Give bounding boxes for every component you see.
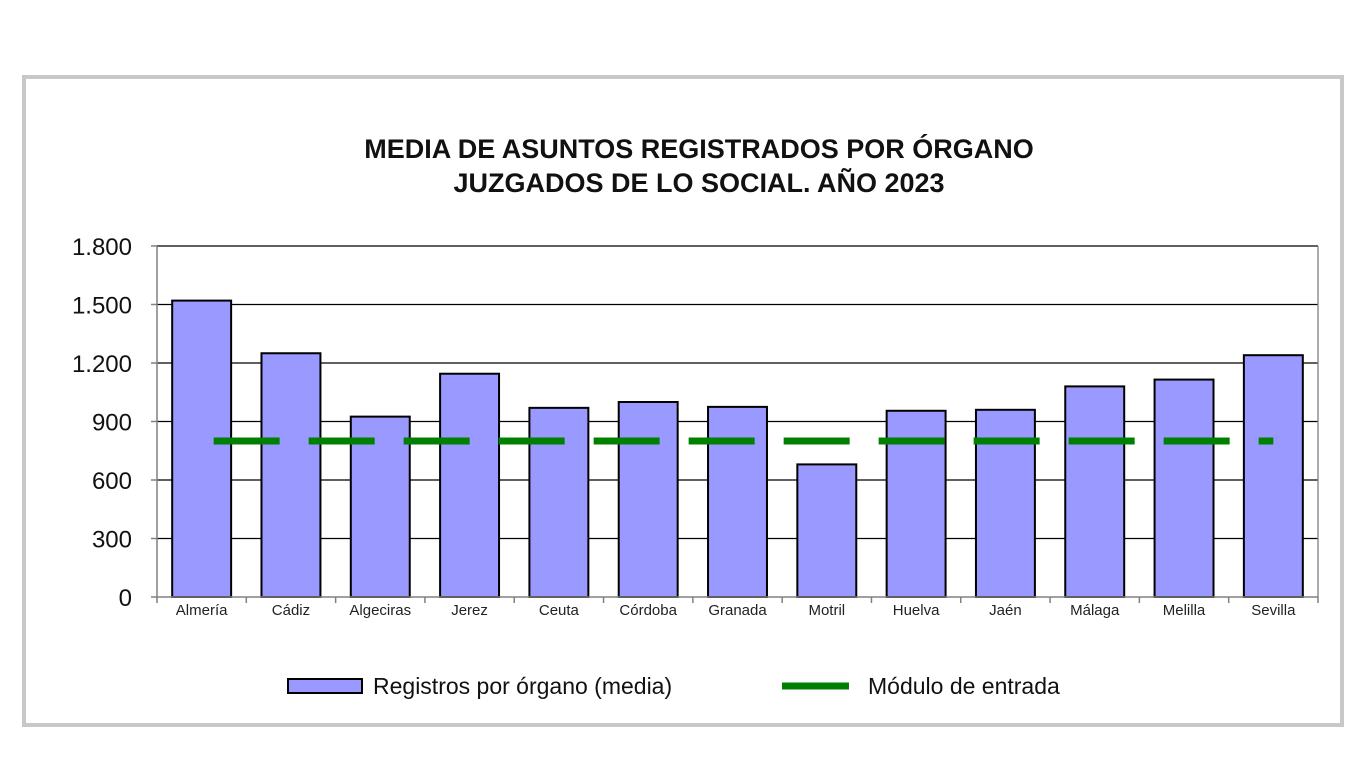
legend-entry-registros: Registros por órgano (media) (287, 673, 672, 699)
bar-Melilla (1153, 378, 1215, 599)
x-tick-label: Huelva (893, 602, 940, 619)
x-tick-label: Motril (808, 602, 845, 619)
x-tick-label: Algeciras (349, 602, 411, 619)
x-tick-label: Ceuta (539, 602, 580, 619)
legend-entry-modulo: Módulo de entrada (782, 673, 1060, 699)
bar-Algeciras (349, 415, 411, 598)
y-tick-label: 1.500 (72, 293, 132, 320)
bar-Cádiz (260, 352, 322, 598)
bar-Sevilla (1242, 354, 1304, 599)
chart-title-line-2: JUZGADOS DE LO SOCIAL. AÑO 2023 (453, 167, 944, 198)
y-tick-label: 1.800 (72, 234, 132, 261)
chart-title: MEDIA DE ASUNTOS REGISTRADOS POR ÓRGANO … (364, 133, 1034, 198)
y-tick-label: 0 (119, 585, 132, 612)
legend-label: Módulo de entrada (868, 673, 1060, 699)
x-tick-label: Granada (708, 602, 767, 619)
bar-Málaga (1064, 385, 1126, 598)
bar-Almería (171, 299, 233, 598)
y-tick-label: 300 (92, 527, 132, 554)
y-tick-label: 600 (92, 468, 132, 495)
axes (151, 245, 1319, 603)
bar-Córdoba (617, 401, 679, 598)
x-tick-label: Sevilla (1251, 602, 1296, 619)
y-tick-label: 1.200 (72, 351, 132, 378)
bar-Granada (707, 405, 768, 598)
y-axis-ticks: 0 300 600 900 1.200 1.500 1.800 (72, 234, 132, 612)
x-axis-ticks: Almería Cádiz Algeciras Jerez Ceuta Córdoba Gr… (176, 602, 1296, 619)
legend-label: Registros por órgano (media) (373, 673, 672, 699)
x-tick-label: Jaén (989, 602, 1022, 619)
x-tick-label: Melilla (1163, 602, 1206, 619)
chart-title-line-1: MEDIA DE ASUNTOS REGISTRADOS POR ÓRGANO (364, 133, 1034, 164)
bar-Ceuta (528, 406, 590, 598)
bar-Jerez (439, 372, 501, 598)
x-tick-label: Cádiz (272, 602, 310, 619)
bars (171, 299, 1304, 599)
x-tick-label: Málaga (1070, 602, 1120, 619)
legend: Registros por órgano (media) Módulo de en… (287, 673, 1060, 699)
x-tick-label: Córdoba (619, 602, 677, 619)
x-tick-label: Almería (176, 602, 228, 619)
y-tick-label: 900 (92, 410, 132, 437)
x-tick-label: Jerez (451, 602, 488, 619)
legend-swatch-bar (287, 678, 363, 694)
bar-Motril (796, 463, 858, 598)
